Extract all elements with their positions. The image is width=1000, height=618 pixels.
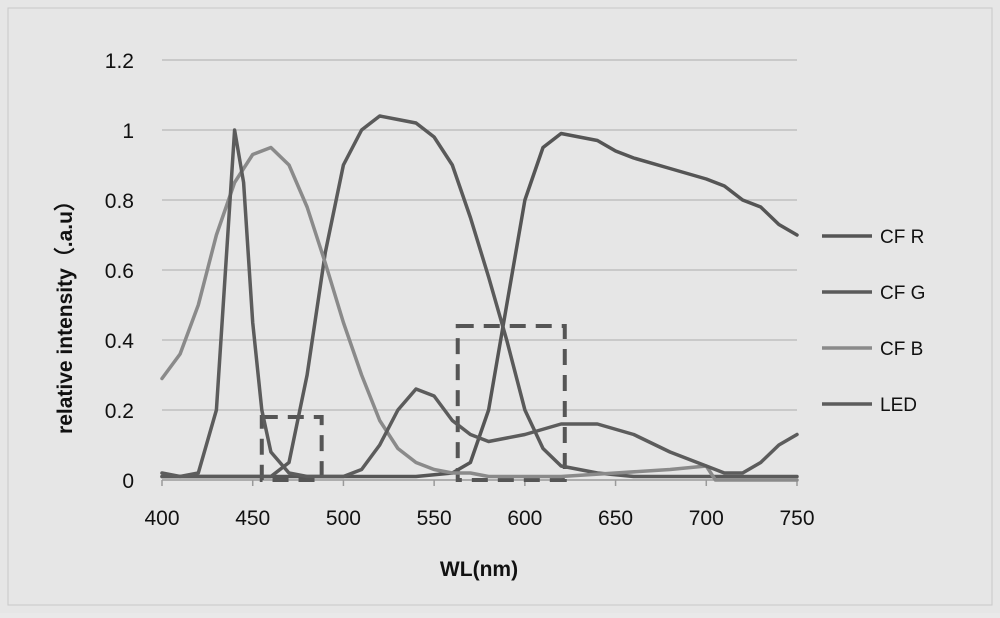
x-axis-title: WL(nm) xyxy=(440,558,518,581)
y-tick-label: 0.8 xyxy=(105,190,134,213)
y-tick-label: 0.4 xyxy=(105,330,135,353)
legend-label: CF R xyxy=(880,227,924,248)
x-tick-label: 450 xyxy=(235,507,270,530)
x-tick-label: 500 xyxy=(326,507,361,530)
y-tick-label: 0.2 xyxy=(105,400,134,423)
x-tick-label: 550 xyxy=(417,507,452,530)
y-tick-label: 0 xyxy=(122,470,134,493)
y-axis-title: relative intensity（.a.u） xyxy=(53,190,77,434)
x-tick-label: 600 xyxy=(507,507,542,530)
y-tick-label: 0.6 xyxy=(105,260,134,283)
legend-label: CF B xyxy=(880,339,923,360)
x-tick-label: 400 xyxy=(144,507,179,530)
legend-label: CF G xyxy=(880,283,925,304)
legend-label: LED xyxy=(880,395,917,416)
y-tick-label: 1.2 xyxy=(105,50,134,73)
y-tick-label: 1 xyxy=(122,120,134,143)
x-tick-label: 650 xyxy=(598,507,633,530)
x-tick-label: 700 xyxy=(689,507,724,530)
x-tick-label: 750 xyxy=(779,507,814,530)
